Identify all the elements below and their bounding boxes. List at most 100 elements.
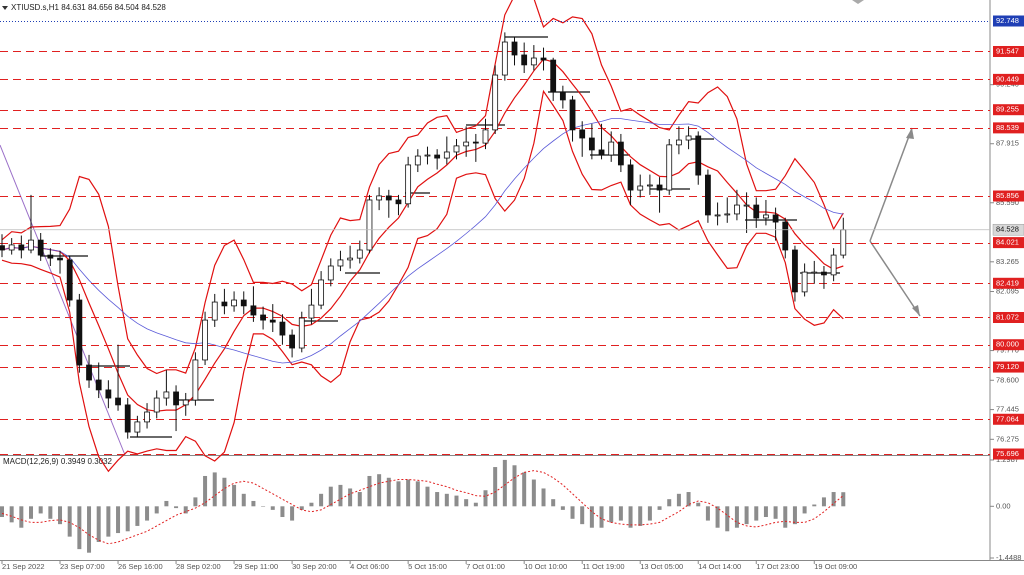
level-price-label: 79.120 xyxy=(996,362,1019,371)
candle-body xyxy=(695,135,702,176)
level-price-label: 81.072 xyxy=(996,312,1019,321)
candle-body xyxy=(617,141,624,166)
arrow-head xyxy=(906,128,914,139)
bollinger-lower xyxy=(1,89,844,473)
level-price-label: 88.539 xyxy=(996,123,1019,132)
level-price-label: 84.021 xyxy=(996,238,1019,247)
high: 84.656 xyxy=(88,3,113,12)
candle-body xyxy=(327,265,334,281)
candle-body xyxy=(37,239,44,256)
candle-body xyxy=(830,254,837,276)
level-price-box xyxy=(993,339,1024,351)
x-tick-label: 7 Oct 01:00 xyxy=(466,562,505,571)
candle-body xyxy=(163,391,170,399)
moving-average xyxy=(1,118,844,364)
candle-body xyxy=(656,184,663,191)
x-tick-label: 23 Sep 07:00 xyxy=(60,562,105,571)
candle-body xyxy=(182,399,189,406)
macd-bar xyxy=(609,506,614,523)
candle-body xyxy=(705,174,711,216)
candle-body xyxy=(240,299,247,307)
scenario-arrow-down xyxy=(869,240,921,317)
candle-body xyxy=(124,404,131,433)
level-price-box xyxy=(993,122,1024,134)
macd-bar xyxy=(212,472,217,507)
y-tick-label: 82.095 xyxy=(996,287,1019,296)
candle-body xyxy=(453,145,460,153)
macd-bar xyxy=(328,486,333,507)
macd-bar xyxy=(154,506,159,514)
x-tick-label: 21 Sep 2022 xyxy=(2,562,45,571)
level-price-box xyxy=(993,413,1024,425)
x-tick-label: 10 Oct 10:00 xyxy=(524,562,567,571)
macd-bar xyxy=(29,506,34,519)
macd-bar xyxy=(580,506,585,525)
symbol: XTIUSD.s,H1 xyxy=(11,3,60,12)
macd-bar xyxy=(696,502,701,507)
candle-body xyxy=(269,319,276,323)
macd-bar xyxy=(106,506,111,537)
macd-bar xyxy=(116,506,121,534)
macd-bar xyxy=(667,499,672,507)
macd-bar xyxy=(261,506,266,507)
macd-bar xyxy=(676,493,681,507)
macd-bar xyxy=(599,506,604,528)
candle-body xyxy=(637,185,644,191)
macd-bar xyxy=(203,475,208,507)
level-price-box xyxy=(993,73,1024,85)
level-price-label: 82.419 xyxy=(996,278,1019,287)
macd-bar xyxy=(551,499,556,507)
macd-bar xyxy=(280,506,285,518)
macd-bar xyxy=(502,459,507,507)
macd-bar xyxy=(67,506,72,537)
candle-body xyxy=(424,154,431,157)
candle-body xyxy=(434,154,441,159)
macd-bar xyxy=(357,492,362,507)
candle-body xyxy=(540,57,547,61)
macd-bar xyxy=(232,484,237,507)
candle-body xyxy=(588,137,595,151)
macd-bar xyxy=(348,488,353,507)
level-price-box xyxy=(993,237,1024,249)
candle-body xyxy=(279,321,286,336)
candle-body xyxy=(724,213,731,216)
candle-body xyxy=(385,195,392,201)
shift-marker[interactable] xyxy=(852,0,864,4)
macd-bar xyxy=(841,492,846,507)
low: 84.504 xyxy=(115,3,140,12)
candle-body xyxy=(356,249,363,259)
macd-bar xyxy=(367,475,372,507)
level-price-box xyxy=(993,448,1024,460)
x-tick-label: 29 Sep 11:00 xyxy=(234,562,278,571)
candle-body xyxy=(289,334,296,349)
candle-body xyxy=(250,305,257,316)
close: 84.528 xyxy=(141,3,166,12)
macd-bar xyxy=(493,467,498,507)
menu-arrow[interactable] xyxy=(2,6,8,10)
candle-body xyxy=(676,139,682,146)
candle-body xyxy=(192,359,199,401)
macd-bar xyxy=(647,506,652,521)
candle-body xyxy=(414,155,421,166)
level-price-label: 77.064 xyxy=(996,414,1019,423)
candle-body xyxy=(569,99,576,131)
macd-bar xyxy=(686,492,691,507)
macd-main: 0.3949 xyxy=(61,457,86,466)
candle-body xyxy=(221,301,228,307)
level-price-box xyxy=(993,45,1024,57)
macd-bar xyxy=(512,465,517,507)
candle-body xyxy=(337,259,344,267)
current-price-label: 84.528 xyxy=(996,225,1019,234)
macd-bar xyxy=(125,506,130,532)
candle-body xyxy=(811,271,818,274)
macd-bar xyxy=(48,506,53,519)
macd-bar xyxy=(705,506,710,521)
candle-body xyxy=(134,421,141,433)
level-price-box xyxy=(993,190,1024,202)
macd-bar xyxy=(222,477,227,507)
candle-body xyxy=(308,304,315,319)
candle-body xyxy=(734,204,740,215)
macd-bar xyxy=(802,506,807,514)
macd-bar xyxy=(9,506,14,523)
